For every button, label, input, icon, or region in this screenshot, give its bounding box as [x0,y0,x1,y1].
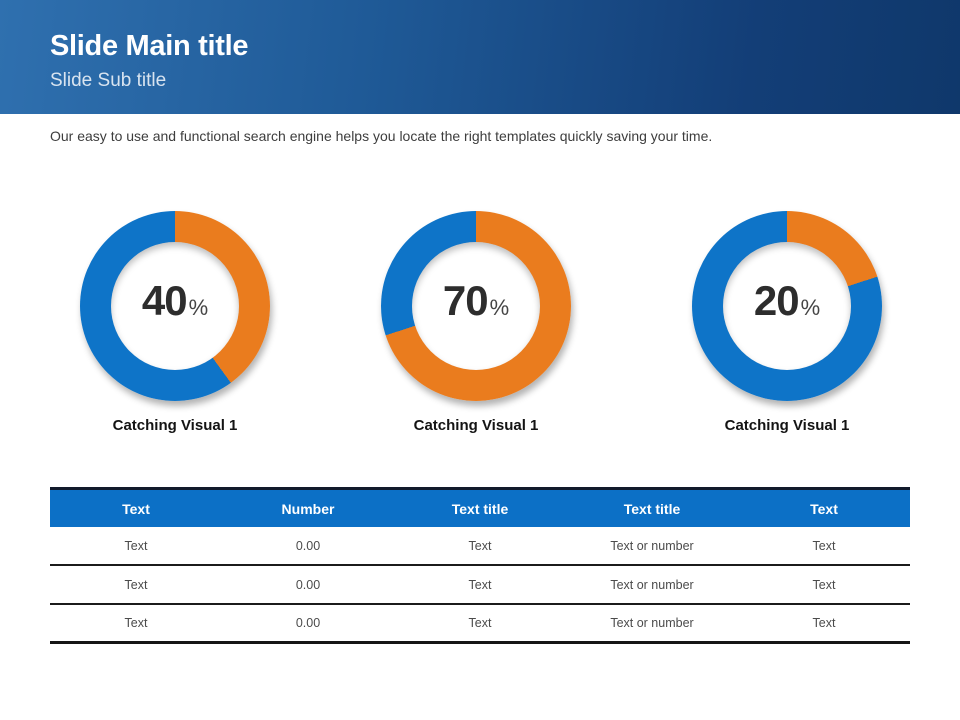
donut-value: 40 [141,277,188,324]
table-cell: Text [124,538,148,553]
donut-chart-1: 40 % [80,211,270,401]
donut-label: Catching Visual 1 [112,417,238,434]
donut-value-wrap: 70 % [443,280,509,322]
donut-percent-sign: % [489,295,510,320]
donut-label: Catching Visual 1 [413,417,539,434]
donut-percent-sign: % [188,295,209,320]
table-header-cell: Text title [451,500,509,517]
slide-header: Slide Main title Slide Sub title [0,0,960,114]
table-cell: Text [124,577,148,592]
slide-title: Slide Main title [50,30,249,62]
table-cell: Text [468,538,492,553]
table-cell: 0.00 [295,538,321,553]
donut-value-wrap: 20 % [754,280,820,322]
table-header-cell: Number [281,500,335,517]
table-cell: Text [468,577,492,592]
donut-hole: 20 % [723,242,851,370]
table-cell: 0.00 [295,577,321,592]
table-cell: Text [812,616,836,630]
table-cell: Text [812,577,836,592]
table-header-row: Text Number Text title Text title Text [50,490,910,527]
donut-chart-2: 70 % [381,211,571,401]
table-header-cell: Text title [623,500,681,517]
donut-value-wrap: 40 % [142,280,208,322]
slide-subtitle: Slide Sub title [50,70,167,91]
table-cell: Text or number [610,538,694,553]
table-cell: Text or number [610,616,694,630]
slide-description: Our easy to use and functional search en… [50,128,713,144]
table-row: Text 0.00 Text Text or number Text [50,527,910,566]
donut-hole: 70 % [412,242,540,370]
table-header-cell: Text [810,500,838,517]
table-header-cell: Text [122,500,150,517]
donut-value: 20 [753,277,800,324]
data-table: Text Number Text title Text title Text T… [50,487,910,644]
table-cell: Text or number [610,577,694,592]
table-cell: Text [812,538,836,553]
donut-chart-3: 20 % [692,211,882,401]
table-row: Text 0.00 Text Text or number Text [50,605,910,644]
table-cell: Text [468,616,492,630]
donut-label: Catching Visual 1 [724,417,850,434]
donut-hole: 40 % [111,242,239,370]
table-row: Text 0.00 Text Text or number Text [50,566,910,605]
donut-value: 70 [442,277,489,324]
donut-percent-sign: % [800,295,821,320]
table-cell: Text [124,616,148,630]
table-cell: 0.00 [295,616,321,630]
